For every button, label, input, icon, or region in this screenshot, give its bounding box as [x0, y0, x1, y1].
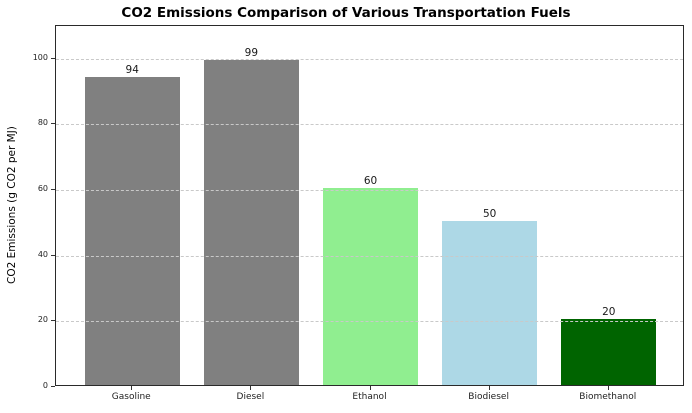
gridline: [56, 190, 683, 192]
gridline: [56, 321, 683, 323]
bar-value-label: 99: [244, 47, 259, 60]
y-tick-label: 100: [32, 52, 48, 62]
x-tick-label: Diesel: [236, 392, 265, 402]
y-tick-mark: [51, 57, 55, 59]
bar-biomethanol: [561, 319, 657, 385]
bar-gasoline: [84, 76, 180, 385]
y-tick-mark: [51, 320, 55, 322]
x-tick-mark: [607, 386, 609, 390]
x-tick-mark: [369, 386, 371, 390]
y-tick-label: 20: [37, 315, 48, 325]
x-tick-label: Ethanol: [352, 392, 387, 402]
x-tick-label: Biodiesel: [468, 392, 509, 402]
bar-value-label: 50: [482, 207, 497, 220]
bar-diesel: [203, 60, 300, 385]
bar-value-label: 20: [602, 306, 616, 319]
bar-value-label: 94: [125, 63, 139, 76]
gridline: [56, 255, 683, 257]
bar-ethanol: [322, 188, 419, 385]
y-tick-label: 40: [37, 249, 48, 259]
gridline: [56, 124, 683, 126]
chart-title: CO2 Emissions Comparison of Various Tran…: [121, 5, 571, 21]
x-tick-mark: [131, 386, 133, 390]
x-tick-label: Biomethanol: [579, 392, 637, 402]
bar-value-label: 60: [363, 175, 378, 188]
x-tick-mark: [250, 386, 252, 390]
x-tick-label: Gasoline: [111, 392, 151, 402]
gridline: [56, 58, 683, 60]
x-tick-mark: [488, 386, 490, 390]
y-axis-label: CO2 Emissions (g CO2 per MJ): [6, 126, 18, 285]
bar-biodiesel: [441, 220, 538, 385]
y-tick-mark: [51, 254, 55, 256]
y-tick-mark: [51, 386, 55, 387]
y-tick-mark: [51, 123, 55, 125]
y-tick-label: 0: [42, 381, 48, 390]
y-tick-label: 80: [37, 118, 48, 128]
y-tick-label: 60: [37, 184, 48, 194]
y-tick-mark: [51, 189, 55, 191]
plot-area: 94 99 60 50 20: [55, 25, 684, 386]
